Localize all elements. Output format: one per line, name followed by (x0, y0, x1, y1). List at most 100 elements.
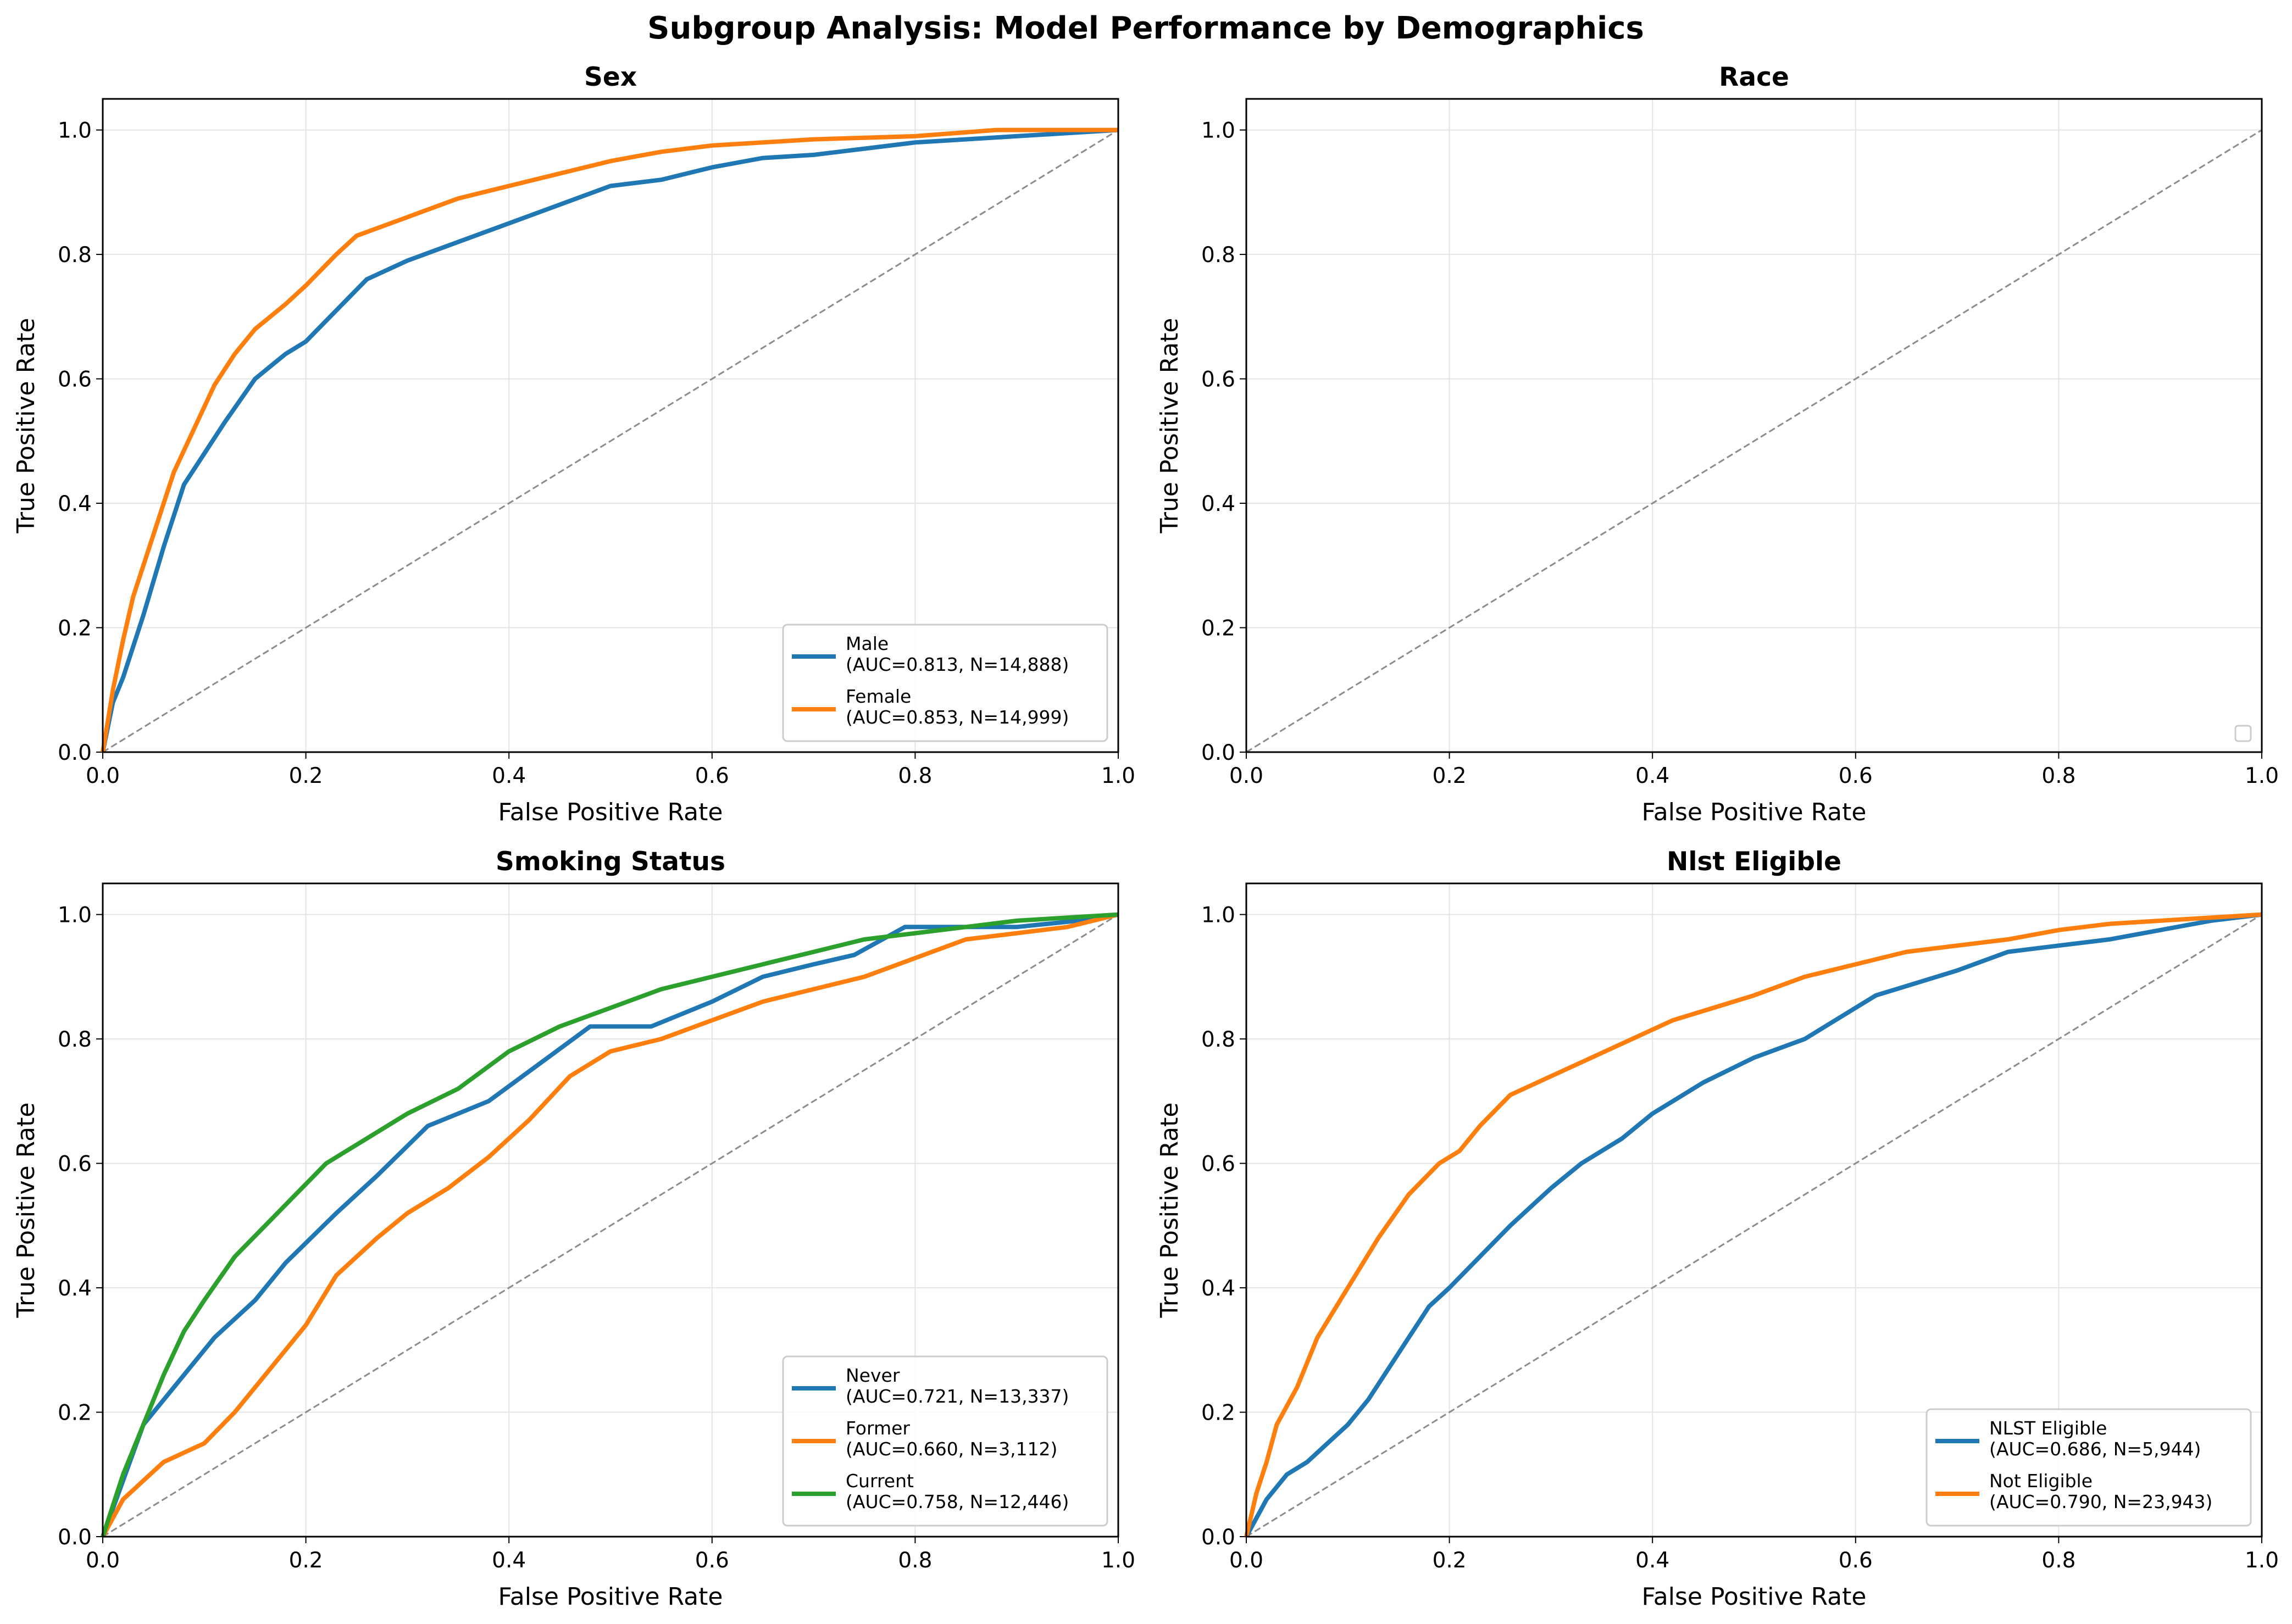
y-tick-label: 0.4 (58, 1276, 92, 1301)
x-tick-label: 0.0 (1229, 764, 1263, 788)
y-tick-label: 0.8 (58, 1027, 92, 1052)
figure-title: Subgroup Analysis: Model Performance by … (647, 10, 1644, 46)
subplot-grid: 0.0 0.2 0.4 0.6 0.8 1.0 0.0 0.2 0.4 0.6 0.8 1.0 Sex F… (12, 62, 2279, 1611)
axes-frame (102, 882, 1119, 1538)
y-tick-label: 0.6 (1201, 368, 1235, 392)
legend-label: NLST Eligible (1989, 1417, 2107, 1439)
x-tick-label: 0.8 (2041, 764, 2075, 788)
x-tick-label: 0.0 (1229, 1548, 1263, 1573)
legend-detail: (AUC=0.721, N=13,337) (846, 1386, 1069, 1407)
y-tick-label: 0.4 (58, 492, 92, 516)
x-tick-label: 0.8 (2041, 1548, 2075, 1573)
legend-frame (782, 1355, 1108, 1527)
y-tick-label: 0.6 (58, 1152, 92, 1177)
roc-line-former (101, 912, 1119, 1538)
y-tick-label: 0.6 (58, 368, 92, 392)
x-tick-label: 1.0 (2245, 764, 2279, 788)
legend-label: Current (846, 1470, 914, 1492)
y-tick-label: 0.0 (1201, 1525, 1235, 1550)
legend-label: Male (846, 633, 889, 654)
subplot-3: 0.0 0.2 0.4 0.6 0.8 1.0 0.0 0.2 0.4 0.6 0.8 1.0 Nlst… (1156, 847, 2279, 1611)
y-tick-label: 1.0 (58, 119, 92, 143)
x-tick-label: 0.2 (1433, 1548, 1467, 1573)
x-tick-label: 0.4 (492, 764, 526, 788)
y-axis-label: True Positive Rate (12, 1103, 40, 1319)
y-axis-label: True Positive Rate (12, 318, 40, 534)
x-tick-label: 0.4 (1635, 1548, 1669, 1573)
y-tick-label: 0.6 (1201, 1152, 1235, 1177)
x-axis-label: False Positive Rate (498, 798, 723, 826)
subplot-title: Sex (584, 62, 637, 92)
y-tick-label: 0.4 (1201, 492, 1235, 516)
chance-diagonal (1246, 129, 2262, 753)
x-tick-label: 0.6 (695, 764, 729, 788)
y-tick-label: 0.8 (58, 243, 92, 268)
legend: Male(AUC=0.813, N=14,888) Female(AUC=0.85… (782, 624, 1108, 742)
y-tick-label: 1.0 (1201, 119, 1235, 143)
roc-line-nlst-eligible (1244, 912, 2262, 1538)
axes-frame (1245, 98, 2263, 753)
x-axis-label: False Positive Rate (1642, 798, 1867, 826)
plot-area (1246, 99, 2262, 752)
x-tick-label: 1.0 (1101, 764, 1135, 788)
y-tick-label: 0.4 (1201, 1276, 1235, 1301)
y-tick-label: 0.2 (1201, 616, 1235, 641)
x-axis-label: False Positive Rate (1642, 1583, 1867, 1611)
axes-frame (102, 98, 1119, 753)
x-tick-label: 0.2 (289, 1548, 323, 1573)
x-tick-label: 0.6 (1839, 1548, 1873, 1573)
legend-frame (1925, 1408, 2252, 1527)
y-tick-label: 0.8 (1201, 243, 1235, 268)
legend-detail: (AUC=0.686, N=5,944) (1989, 1438, 2201, 1460)
y-tick-label: 0.0 (58, 741, 92, 765)
y-tick-label: 1.0 (58, 903, 92, 928)
legend: Never(AUC=0.721, N=13,337) Former(AUC=0.6… (782, 1355, 1108, 1527)
x-tick-label: 0.2 (289, 764, 323, 788)
subplot-title: Smoking Status (496, 847, 725, 877)
x-tick-label: 0.0 (86, 1548, 120, 1573)
legend-detail: (AUC=0.813, N=14,888) (846, 654, 1069, 675)
y-tick-label: 1.0 (1201, 903, 1235, 928)
x-tick-label: 0.6 (1839, 764, 1873, 788)
x-tick-label: 0.2 (1433, 764, 1467, 788)
legend-label: Not Eligible (1989, 1470, 2093, 1492)
legend-detail: (AUC=0.853, N=14,999) (846, 707, 1069, 728)
legend-detail: (AUC=0.660, N=3,112) (846, 1438, 1057, 1460)
legend-label: Former (846, 1417, 910, 1439)
x-tick-label: 0.8 (898, 764, 932, 788)
roc-line-male (101, 127, 1119, 753)
legend-detail: (AUC=0.790, N=23,943) (1989, 1491, 2212, 1512)
subplot-title: Race (1719, 62, 1789, 92)
legend-label: Female (846, 686, 911, 707)
y-tick-label: 0.2 (58, 1401, 92, 1426)
y-tick-label: 0.2 (58, 616, 92, 641)
x-tick-label: 0.0 (86, 764, 120, 788)
x-tick-label: 1.0 (2245, 1548, 2279, 1573)
subplot-1: 0.0 0.2 0.4 0.6 0.8 1.0 0.0 0.2 0.4 0.6 0.8 1.0 Race… (1156, 62, 2279, 826)
chance-diagonal (102, 129, 1119, 753)
subplot-0: 0.0 0.2 0.4 0.6 0.8 1.0 0.0 0.2 0.4 0.6 0.8 1.0 Sex F… (12, 62, 1135, 826)
chance-diagonal (1246, 914, 2262, 1538)
y-tick-label: 0.8 (1201, 1027, 1235, 1052)
x-tick-label: 1.0 (1101, 1548, 1135, 1573)
legend-frame (782, 624, 1108, 742)
subplot-2: 0.0 0.2 0.4 0.6 0.8 1.0 0.0 0.2 0.4 0.6 0.8 1.0 Smok… (12, 847, 1135, 1611)
chance-diagonal (102, 914, 1119, 1538)
roc-line-not-eligible (1244, 912, 2262, 1537)
roc-line-female (101, 127, 1118, 753)
legend-label: Never (846, 1365, 900, 1386)
empty-legend-box (2234, 725, 2252, 742)
x-tick-label: 0.4 (1635, 764, 1669, 788)
y-tick-label: 0.0 (58, 1525, 92, 1550)
x-tick-label: 0.6 (695, 1548, 729, 1573)
y-tick-label: 0.0 (1201, 741, 1235, 765)
axes-frame (1245, 882, 2263, 1538)
y-axis-label: True Positive Rate (1156, 318, 1184, 534)
subplot-title: Nlst Eligible (1667, 847, 1841, 877)
roc-line-current (101, 912, 1119, 1538)
legend-detail: (AUC=0.758, N=12,446) (846, 1491, 1069, 1512)
y-tick-label: 0.2 (1201, 1401, 1235, 1426)
y-axis-label: True Positive Rate (1156, 1103, 1184, 1319)
legend: NLST Eligible(AUC=0.686, N=5,944) Not Eli… (1925, 1408, 2252, 1527)
